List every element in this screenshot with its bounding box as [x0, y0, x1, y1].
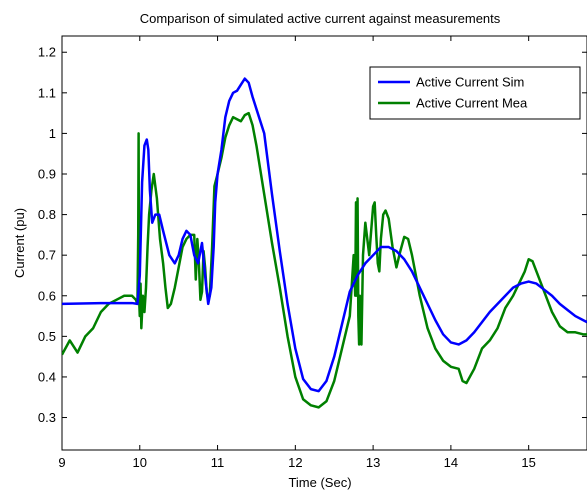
series-line-active-current-sim: [62, 77, 587, 393]
legend: Active Current Sim Active Current Mea: [369, 66, 581, 120]
axis-ticks: [61, 36, 587, 450]
x-tick-label: 9: [58, 455, 65, 470]
x-tick-label: 11: [211, 455, 225, 470]
y-tick-label: 0.8: [38, 207, 56, 222]
x-tick-label: 14: [444, 455, 458, 470]
x-tick-label: 12: [288, 455, 302, 470]
legend-box: [369, 66, 581, 120]
legend-label-mea: Active Current Mea: [416, 96, 528, 111]
y-tick-label: 0.3: [38, 410, 56, 425]
x-tick-label: 10: [133, 455, 147, 470]
x-tick-label: 13: [366, 455, 380, 470]
y-tick-label: 0.6: [38, 288, 56, 303]
x-tick-labels: 9 10 11 12 13 14 15: [58, 455, 536, 470]
y-tick-label: 1.2: [38, 45, 56, 60]
chart-title: Comparison of simulated active current a…: [140, 11, 501, 26]
y-tick-label: 0.4: [38, 369, 56, 384]
x-tick-label: 15: [521, 455, 535, 470]
x-axis-label: Time (Sec): [288, 475, 351, 490]
y-tick-label: 0.7: [38, 248, 56, 263]
y-tick-label: 1.1: [38, 85, 56, 100]
legend-label-sim: Active Current Sim: [416, 75, 524, 90]
y-tick-label: 0.9: [38, 167, 56, 182]
y-axis-label: Current (pu): [12, 208, 27, 278]
series-line-active-current-mea: [62, 111, 587, 409]
y-tick-label: 1: [49, 126, 56, 141]
series-lines: [62, 77, 587, 409]
y-tick-labels: 0.3 0.4 0.5 0.6 0.7 0.8 0.9 1 1.1 1.2: [38, 45, 56, 425]
y-tick-label: 0.5: [38, 329, 56, 344]
